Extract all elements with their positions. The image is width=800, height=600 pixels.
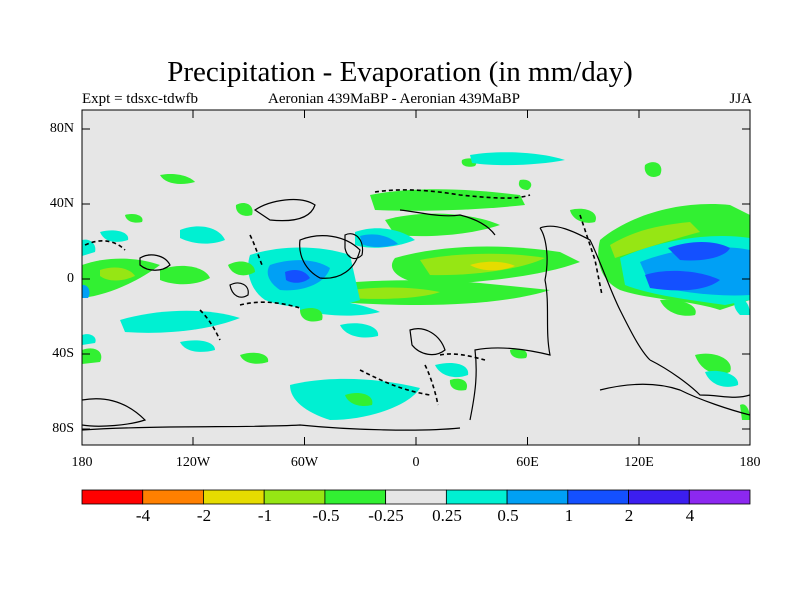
field-patch: [340, 287, 440, 299]
colorbar-label: -0.5: [312, 506, 340, 525]
x-tick-label: 60W: [290, 455, 319, 470]
field-patch: [660, 299, 696, 316]
field-patch: [228, 261, 255, 276]
period-label: Aeronian 439MaBP - Aeronian 439MaBP: [268, 91, 520, 107]
colorbar-swatch: [263, 489, 326, 505]
colorbar-swatch: [567, 489, 629, 505]
colorbar-swatch: [81, 489, 144, 505]
coastlines: [82, 199, 750, 431]
field-patch: [695, 353, 731, 375]
field-patch: [180, 340, 215, 352]
y-axis-ticks: [82, 128, 750, 430]
field-patch: [470, 261, 515, 271]
field-patch: [240, 352, 269, 364]
field-patch: [340, 323, 379, 338]
field-patch: [100, 267, 135, 281]
field-patch: [160, 265, 210, 285]
field-patch: [435, 363, 469, 378]
colorbar-swatch: [506, 489, 569, 505]
x-tick-label: 180: [71, 455, 93, 470]
colorbar-label: -1: [257, 506, 273, 525]
colorbar-label: 1: [564, 506, 574, 525]
field-patch: [518, 179, 532, 190]
field-patch: [734, 299, 750, 315]
field-patch: [120, 310, 240, 333]
field-patch: [610, 222, 700, 258]
x-tick-label: 120W: [175, 455, 211, 470]
field-patch: [300, 308, 323, 322]
colorbar-swatch: [203, 489, 265, 505]
field-patch: [449, 378, 468, 391]
colorbar-swatch: [385, 489, 447, 505]
dashed-coastlines: [84, 189, 603, 406]
chart-title: Precipitation - Evaporation (in mm/day): [167, 56, 633, 88]
field-patch: [160, 173, 195, 184]
field-patch: [740, 404, 750, 420]
field-patch: [82, 334, 96, 345]
field-patch: [370, 189, 525, 211]
x-tick-label: 180: [739, 455, 761, 470]
colorbar-label: 4: [685, 506, 695, 525]
field-patch: [360, 234, 398, 247]
colorbar-label: -4: [135, 506, 151, 525]
field-patch: [645, 242, 730, 291]
field-patch: [82, 348, 102, 364]
colorbar: [81, 489, 751, 505]
field-patch: [510, 348, 528, 359]
colorbar-label: 0.25: [432, 506, 462, 525]
colorbar-swatch: [628, 489, 690, 505]
colorbar-swatch: [445, 489, 508, 505]
x-axis-ticks: [81, 110, 751, 445]
x-tick-label: 60E: [516, 455, 539, 470]
season-label: JJA: [729, 91, 752, 107]
field-patch: [644, 162, 662, 177]
field-patch: [385, 213, 500, 237]
field-patch: [470, 152, 565, 166]
y-tick-label: 0: [67, 271, 74, 286]
field-patch: [235, 203, 253, 216]
colorbar-label: -2: [196, 506, 212, 525]
y-tick-label: 80S: [52, 421, 74, 436]
field-patch: [705, 370, 739, 387]
field-patch: [100, 230, 129, 242]
x-tick-label: 0: [412, 455, 420, 470]
x-tick-label: 120E: [624, 455, 654, 470]
colorbar-label: 2: [624, 506, 634, 525]
field-patch: [82, 239, 96, 256]
colorbar-label: -0.25: [368, 506, 404, 525]
field-patch: [345, 393, 373, 406]
y-tick-label: 40N: [49, 196, 74, 211]
field-patch: [285, 270, 310, 283]
precip-anomaly-field: [82, 152, 750, 420]
field-patch: [570, 208, 596, 223]
field-patch: [125, 213, 143, 223]
field-patch: [180, 226, 225, 244]
experiment-label: Expt = tdsxc-tdwfb: [82, 91, 198, 107]
colorbar-swatch: [142, 489, 204, 505]
y-tick-label: 40S: [52, 346, 74, 361]
colorbar-label: 0.5: [497, 506, 519, 525]
colorbar-swatch: [324, 489, 387, 505]
field-patch: [82, 284, 90, 298]
colorbar-swatch: [688, 489, 751, 505]
y-tick-label: 80N: [49, 121, 74, 136]
